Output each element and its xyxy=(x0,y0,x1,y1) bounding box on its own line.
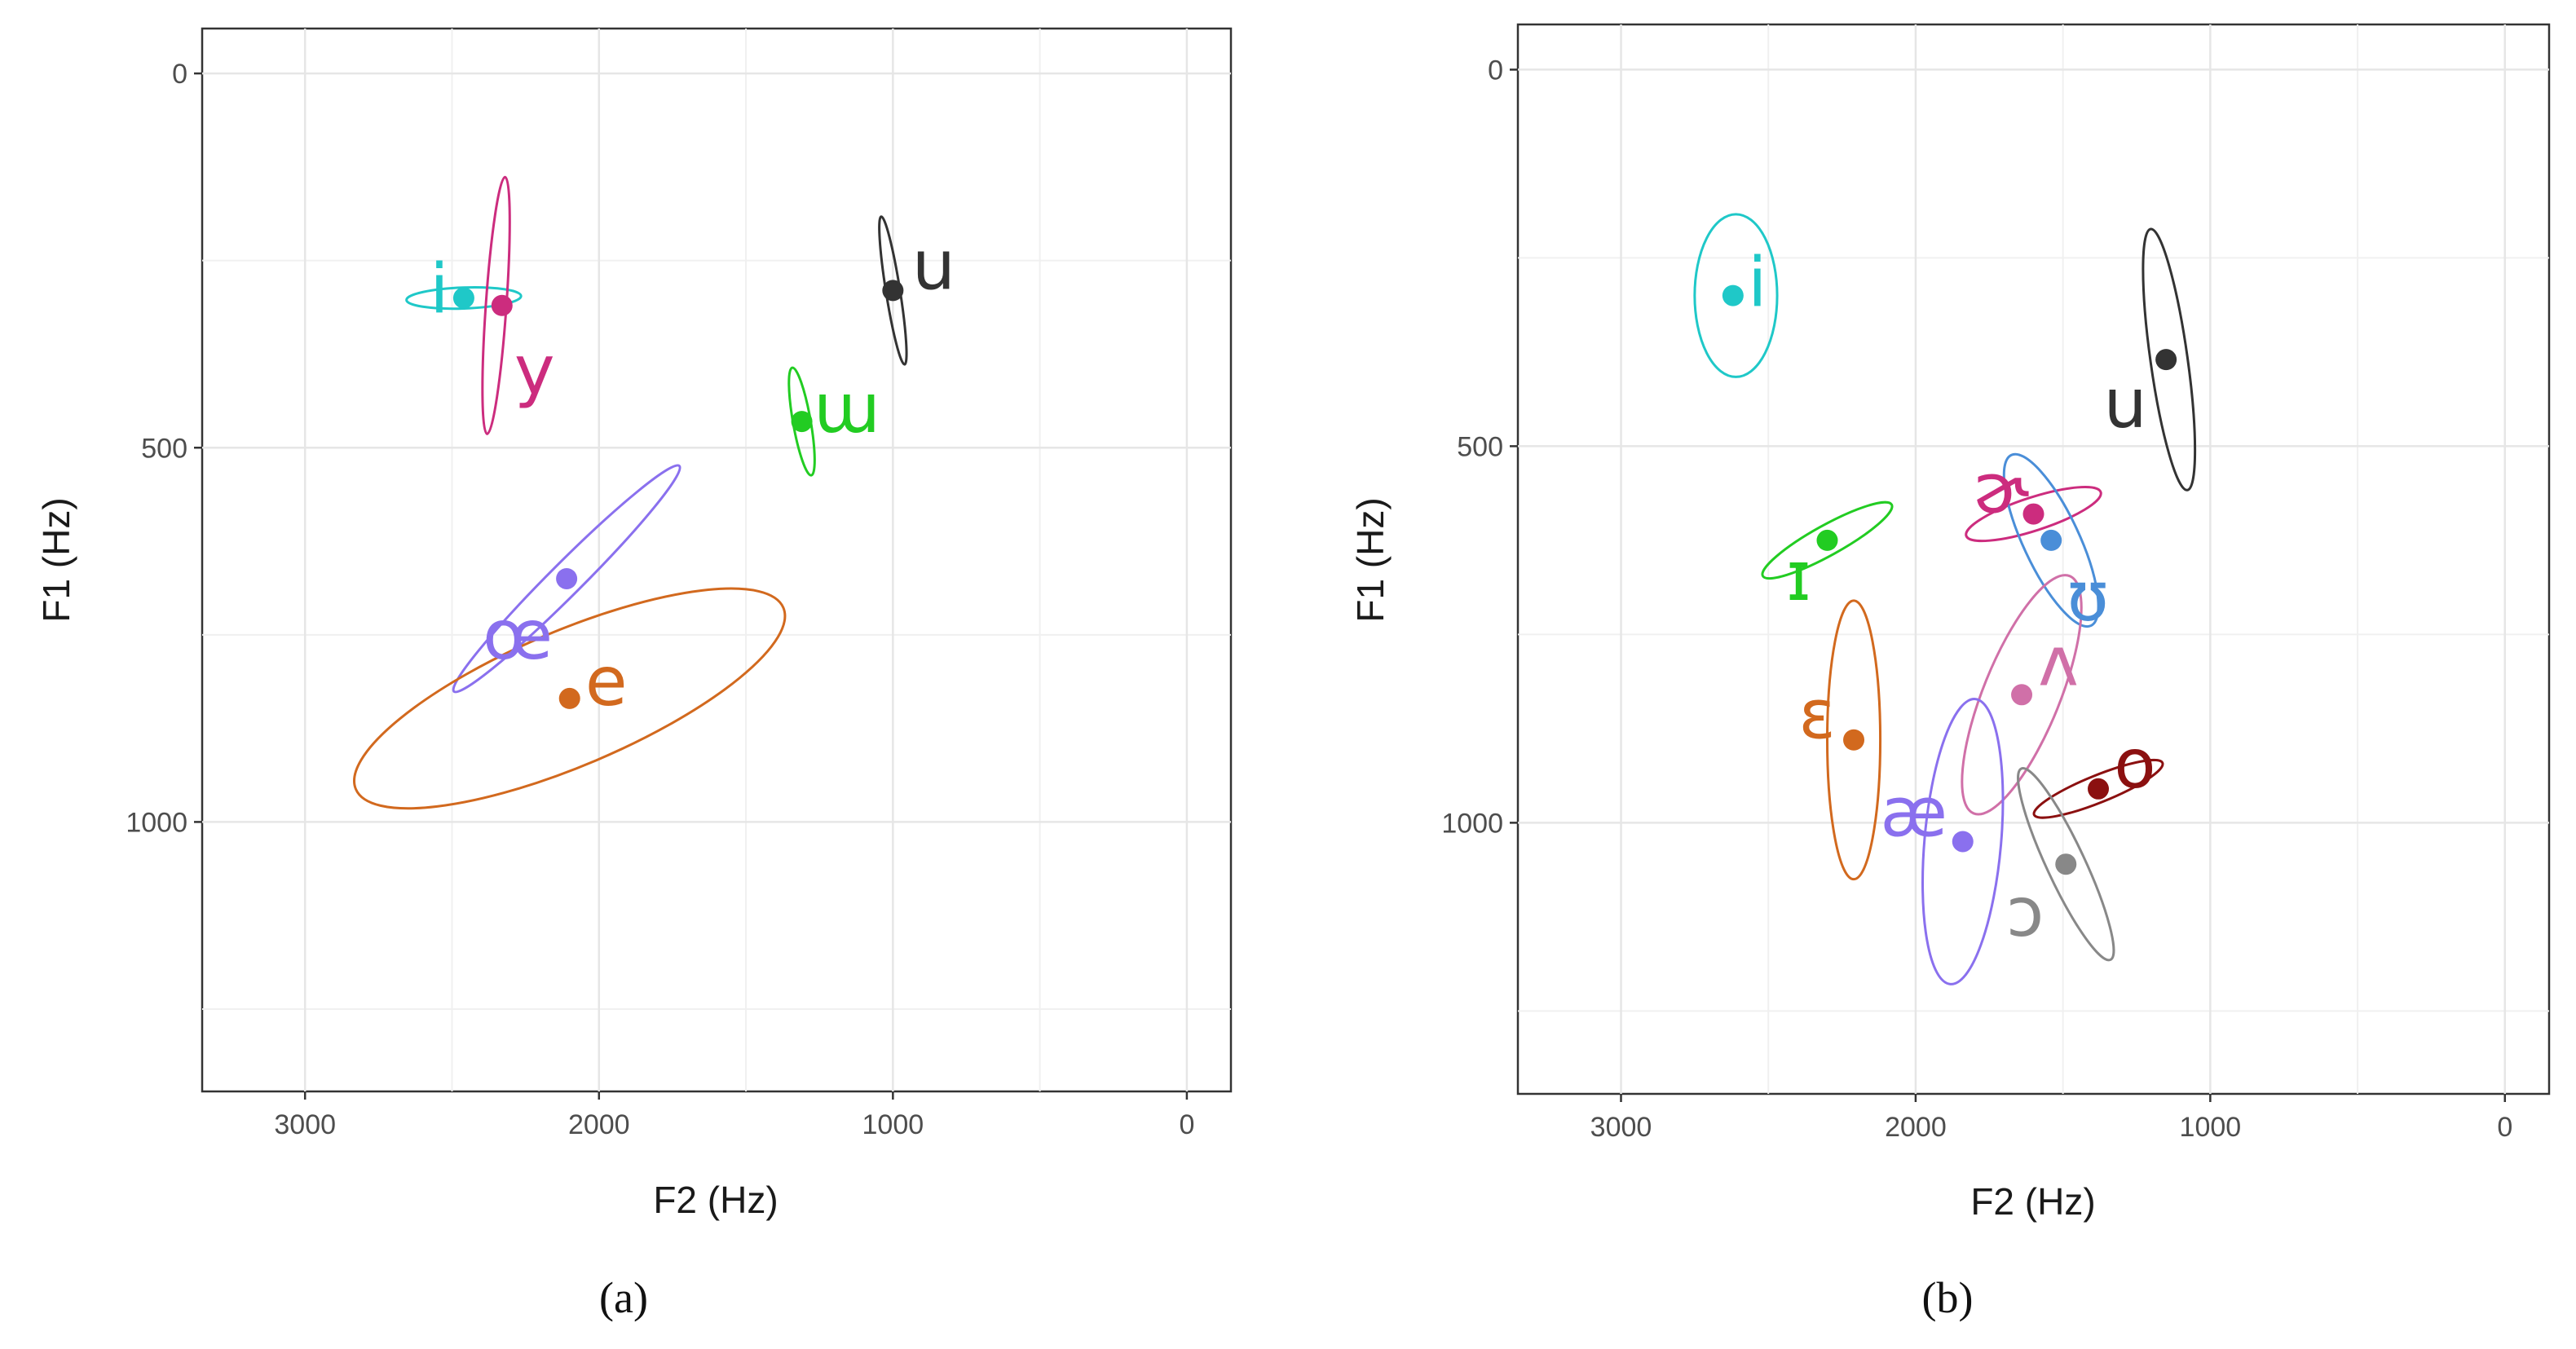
y-tick-label: 0 xyxy=(1488,55,1503,86)
panel-b-x-ticks: 3000 2000 1000 0 xyxy=(1590,1094,2512,1143)
vowel-label: æ xyxy=(1881,772,1947,852)
vowel-label: i xyxy=(430,249,448,329)
panel-a-x-ticks: 3000 2000 1000 0 xyxy=(274,1091,1194,1140)
panel-a-gridlines xyxy=(202,29,1231,1091)
panel-b-label: (b) xyxy=(1922,1273,1974,1322)
x-tick-label: 2000 xyxy=(1885,1112,1947,1143)
y-tick-label: 500 xyxy=(141,433,187,464)
panel-a-y-ticks: 0 500 1000 xyxy=(126,59,202,838)
panel-a-points xyxy=(452,280,904,709)
confidence-ellipse xyxy=(1693,213,1779,378)
vowel-mean-point xyxy=(791,411,813,433)
panel-a-vowel-labels: iy ɯu œe xyxy=(430,225,955,721)
vowel-mean-point xyxy=(491,294,513,316)
vowel-label: i xyxy=(1748,243,1767,323)
x-tick-label: 3000 xyxy=(1590,1112,1652,1143)
vowel-mean-point xyxy=(2011,684,2033,706)
panel-b-vowel-labels: i uɚʊ ɪ ʌ ɛ o æɔ xyxy=(1748,243,2156,953)
y-tick-label: 1000 xyxy=(1441,808,1503,839)
x-tick-label: 0 xyxy=(1179,1109,1194,1140)
confidence-ellipse xyxy=(2017,767,2115,962)
x-tick-label: 0 xyxy=(2497,1112,2512,1143)
vowel-label: ɯ xyxy=(814,368,880,448)
vowel-mean-point xyxy=(2022,503,2044,525)
vowel-mean-point xyxy=(1952,831,1974,853)
vowel-label: œ xyxy=(483,595,553,675)
vowel-label: ʊ xyxy=(2067,557,2109,637)
vowel-mean-point xyxy=(558,687,580,709)
confidence-ellipse xyxy=(452,464,681,694)
panel-b-y-ticks: 0 500 1000 xyxy=(1441,55,1518,839)
confidence-ellipse xyxy=(1961,574,2083,816)
panel-a-plot: 3000 2000 1000 0 0 500 1000 iy ɯu œe F2 (Hz) F1… xyxy=(35,27,1233,1322)
panel-b-background xyxy=(1516,23,2551,1096)
vowel-mean-point xyxy=(1722,284,1744,306)
confidence-ellipse xyxy=(2142,227,2197,492)
y-tick-label: 500 xyxy=(1457,431,1503,462)
vowel-mean-point xyxy=(452,287,474,309)
panel-b-y-axis-title: F1 (Hz) xyxy=(1349,497,1392,622)
x-tick-label: 2000 xyxy=(568,1109,630,1140)
x-tick-label: 1000 xyxy=(862,1109,924,1140)
vowel-mean-point xyxy=(882,280,904,302)
vowel-mean-point xyxy=(2040,529,2062,551)
vowel-mean-point xyxy=(2088,778,2110,800)
confidence-ellipse xyxy=(1965,486,2102,543)
panel-b-plot: 3000 2000 1000 0 0 500 1000 i uɚʊ ɪ ʌ ɛ o æɔ F2 (Hz… xyxy=(1349,23,2551,1322)
vowel-label: y xyxy=(514,330,555,410)
confidence-ellipse xyxy=(2002,452,2100,628)
x-tick-label: 1000 xyxy=(2180,1112,2242,1143)
y-tick-label: 1000 xyxy=(126,807,187,838)
confidence-ellipse xyxy=(353,587,787,810)
vowel-mean-point xyxy=(1816,529,1838,551)
vowel-label: ɪ xyxy=(1786,536,1811,616)
panel-a-y-axis-title: F1 (Hz) xyxy=(35,497,77,622)
confidence-ellipse xyxy=(2032,758,2164,819)
vowel-label: ɔ xyxy=(2006,872,2044,952)
vowel-label: ʌ xyxy=(2038,621,2079,701)
panel-a-x-axis-title: F2 (Hz) xyxy=(653,1179,778,1221)
x-tick-label: 3000 xyxy=(274,1109,336,1140)
vowel-label: u xyxy=(912,225,955,305)
vowel-mean-point xyxy=(556,567,578,589)
vowel-mean-point xyxy=(2155,349,2177,371)
panel-a-background xyxy=(201,27,1233,1093)
vowel-mean-point xyxy=(1843,729,1865,751)
panel-b-gridlines xyxy=(1518,24,2549,1094)
y-tick-label: 0 xyxy=(172,59,187,90)
confidence-ellipse xyxy=(1761,500,1894,580)
vowel-mean-point xyxy=(2055,853,2077,875)
vowel-label: u xyxy=(2104,364,2147,443)
confidence-ellipse xyxy=(1826,599,1882,881)
panel-b-points xyxy=(1722,284,2177,875)
panel-b-ellipses xyxy=(1693,213,2197,985)
panel-a-label: (a) xyxy=(599,1273,648,1322)
vowel-label: ɚ xyxy=(1973,449,2029,529)
vowel-label: o xyxy=(2114,724,2155,804)
panel-b-x-axis-title: F2 (Hz) xyxy=(1970,1180,2095,1223)
vowel-label: e xyxy=(585,641,628,721)
confidence-ellipse xyxy=(1921,698,2005,985)
vowel-label: ɛ xyxy=(1798,675,1835,755)
